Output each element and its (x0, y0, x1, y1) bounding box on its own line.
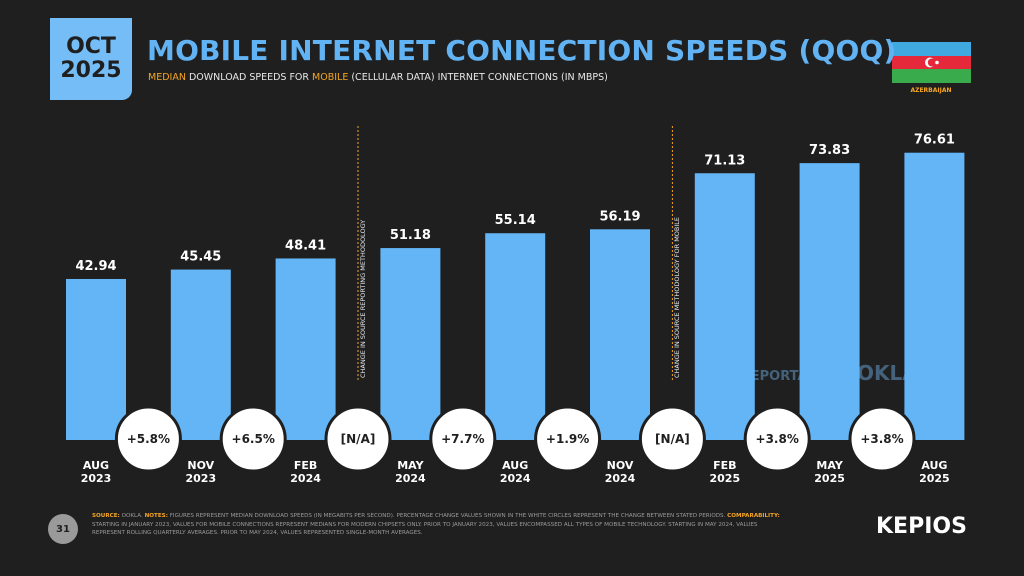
bar (694, 173, 755, 440)
x-tick-label: NOV 2024 (604, 459, 636, 485)
bar (590, 229, 650, 440)
footnote-text: OOKLA. (119, 513, 145, 519)
change-badge (114, 405, 182, 473)
brand: KEPIOS (876, 514, 967, 539)
page-number: 31 (48, 514, 78, 544)
change-badge (743, 405, 811, 473)
change-label: +3.8% (860, 432, 903, 446)
x-tick-label: AUG 2025 (919, 459, 950, 485)
change-label: +6.5% (232, 432, 275, 446)
subtitle-part: MOBILE (312, 72, 349, 83)
bar (275, 258, 336, 440)
x-tick-label: NOV 2023 (185, 459, 217, 485)
footnote: SOURCE: OOKLA. NOTES: FIGURES REPRESENT … (92, 512, 782, 538)
change-label: +1.9% (546, 432, 589, 446)
footnote-text: FIGURES REPRESENT MEDIAN DOWNLOAD SPEEDS… (167, 513, 728, 519)
value-label: 45.45 (180, 250, 221, 265)
x-tick-label: MAY 2025 (814, 459, 845, 485)
flag (892, 42, 971, 83)
x-tick-label: FEB 2024 (290, 459, 321, 485)
value-label: 71.13 (704, 153, 745, 168)
value-label: 73.83 (809, 143, 850, 158)
methodology-note: CHANGE IN SOURCE METHODOLOGY FOR MOBILE (673, 217, 681, 378)
subtitle-part: DOWNLOAD SPEEDS FOR (185, 72, 313, 83)
footnote-label: SOURCE: (92, 513, 120, 519)
change-badge (324, 405, 392, 473)
change-label: +7.7% (441, 432, 484, 446)
change-badge (848, 405, 916, 473)
country: AZERBAIJAN (910, 87, 952, 94)
value-label: 56.19 (599, 209, 640, 224)
bar (799, 163, 860, 440)
change-label: [N/A] (655, 432, 690, 446)
date-badge: OCT 2025 (50, 18, 132, 100)
subtitle-part: (CELLULAR DATA) INTERNET CONNECTIONS (IN… (348, 72, 608, 83)
value-label: 51.18 (390, 228, 431, 243)
footnote-label: COMPARABILITY: (727, 513, 780, 519)
x-tick-label: FEB 2025 (709, 459, 741, 485)
x-tick-label: AUG 2024 (499, 459, 531, 485)
change-badge (638, 405, 706, 473)
bar (904, 152, 965, 440)
change-label: [N/A] (341, 432, 376, 446)
bar (66, 278, 126, 440)
footnote-label: NOTES: (144, 513, 168, 519)
bar (170, 269, 231, 440)
subtitle-part: MEDIAN (148, 72, 186, 83)
change-badge (219, 405, 287, 473)
title: MOBILE INTERNET CONNECTION SPEEDS (QOQ) (147, 34, 897, 67)
bar (485, 233, 546, 440)
bar (380, 248, 441, 440)
value-label: 48.41 (285, 238, 326, 253)
change-label: +5.8% (127, 432, 170, 446)
footnote-text: STARTING IN JANUARY 2023, VALUES FOR MOB… (92, 521, 758, 537)
methodology-note: CHANGE IN SOURCE REPORTING METHODOLOGY (359, 220, 367, 378)
x-tick-label: MAY 2024 (395, 459, 426, 485)
value-label: 42.94 (75, 259, 116, 274)
value-label: 55.14 (495, 213, 536, 228)
change-badge (429, 405, 497, 473)
change-label: +3.8% (756, 432, 799, 446)
value-label: 76.61 (914, 133, 955, 148)
subtitle: MEDIAN DOWNLOAD SPEEDS FOR MOBILE (CELLU… (148, 72, 608, 83)
change-badge (534, 405, 602, 473)
x-tick-label: AUG 2023 (80, 459, 112, 485)
